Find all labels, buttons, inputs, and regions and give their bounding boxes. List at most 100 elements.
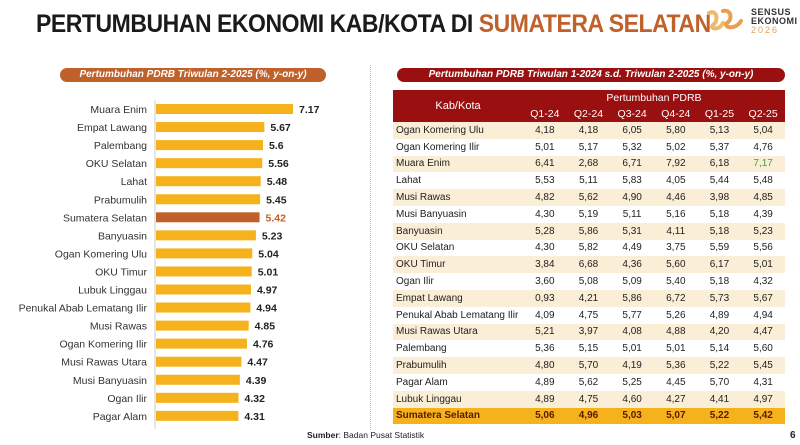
table-total-row: Sumatera Selatan 5,06 4,96 5,03 5,07 5,22 5,42 [393, 407, 785, 425]
data-label: 4.31 [244, 411, 265, 423]
bar [156, 338, 247, 349]
cell-region: Pagar Alam [396, 376, 448, 388]
cell-value: 4,75 [578, 309, 599, 321]
cell-value: 5,80 [653, 122, 698, 139]
cell-region: OKU Timur [393, 256, 523, 274]
logo-mark-icon [707, 8, 743, 31]
data-label: 4.32 [245, 393, 266, 405]
col-header: Q2-25 [741, 106, 785, 122]
cell-value: 4,39 [753, 208, 773, 220]
table-row: Pagar Alam 4,89 5,62 5,25 4,45 5,70 4,31 [393, 374, 785, 391]
cell-value: 5,01 [741, 256, 785, 274]
cell-value: 3,97 [566, 323, 611, 341]
page-title: PERTUMBUHAN EKONOMI KAB/KOTA DI SUMATERA… [36, 10, 711, 39]
cell-value: 5,83 [622, 175, 642, 187]
group-header: Pertumbuhan PDRB [523, 90, 785, 106]
cell-value: 5,11 [622, 208, 642, 220]
cell-value: 5,60 [653, 256, 698, 274]
category-label: Muara Enim [90, 104, 147, 116]
bar [156, 176, 261, 187]
data-label: 5.48 [267, 176, 288, 188]
category-label: OKU Timur [95, 266, 147, 278]
cell-value: 7,92 [653, 155, 698, 173]
data-label: 4.94 [256, 303, 277, 315]
col-header: Q1-24 [523, 106, 567, 122]
cell-value: 6,72 [653, 289, 698, 307]
table-row: OKU Selatan 4,30 5,82 4,49 3,75 5,59 5,56 [393, 240, 785, 257]
cell-region: Musi Rawas [393, 189, 523, 206]
table-row: Musi Rawas 4,82 5,62 4,90 4,46 3,98 4,85 [393, 189, 785, 206]
data-label: 5.67 [270, 122, 291, 134]
bar [156, 104, 293, 114]
cell-region: Palembang [396, 343, 447, 355]
total-value: 5,42 [741, 407, 785, 425]
cell-value: 3,84 [523, 256, 567, 274]
cell-value: 5,18 [709, 276, 730, 288]
data-label: 5.23 [262, 230, 283, 242]
cell-value: 5,48 [753, 175, 773, 187]
cell-region: OKU Selatan [396, 242, 455, 254]
bar [156, 266, 252, 277]
cell-value: 4,31 [753, 376, 773, 388]
cell-value: 5,45 [741, 357, 785, 374]
cell-value: 4,49 [622, 242, 642, 254]
cell-value: 5,28 [523, 222, 567, 240]
table-row: Ogan Komering Ulu 4,18 4,18 6,05 5,80 5,13 5,0… [393, 122, 785, 139]
category-label: Sumatera Selatan [63, 212, 147, 224]
col-header-kabkota: Kab/Kota [393, 90, 523, 122]
cell-value: 4,45 [666, 376, 686, 388]
cell-value: 5,09 [622, 276, 642, 288]
chart-title: Pertumbuhan PDRB Triwulan 2-2025 (%, y-o… [60, 68, 326, 82]
cell-value: 5,36 [535, 343, 555, 355]
cell-value: 5,11 [579, 175, 598, 187]
cell-value: 4,75 [566, 390, 611, 408]
table-row: Empat Lawang 0,93 4,21 5,86 6,72 5,73 5,67 [393, 289, 785, 307]
cell-value: 5,01 [666, 343, 686, 355]
cell-region: Lubuk Linggau [393, 390, 523, 408]
cell-value: 0,93 [523, 289, 567, 307]
source-label: Sumber [307, 430, 339, 440]
cell-region: Muara Enim [393, 155, 523, 173]
data-label: 4.47 [247, 357, 268, 369]
cell-value: 4,21 [566, 289, 611, 307]
total-value: 4,96 [566, 407, 611, 425]
source-text: : Badan Pusat Statistik [338, 430, 425, 440]
total-label: Sumatera Selatan [393, 407, 523, 425]
table-row: Musi Banyuasin 4,30 5,19 5,11 5,16 5,18 4,39 [393, 206, 785, 223]
category-label: Pagar Alam [93, 411, 148, 423]
divider [370, 65, 371, 430]
col-header: Q1-25 [697, 106, 742, 122]
cell-value: 5,01 [622, 343, 642, 355]
cell-value: 4,18 [566, 122, 611, 139]
col-header: Q2-24 [566, 106, 611, 122]
cell-value: 5,86 [610, 289, 654, 307]
cell-value: 4,60 [610, 390, 654, 408]
cell-value: 5,32 [622, 141, 642, 153]
cell-value: 4,41 [697, 390, 742, 408]
cell-value: 5,22 [697, 357, 742, 374]
cell-value: 5,70 [709, 376, 730, 388]
table-row: Musi Rawas Utara 5,21 3,97 4,08 4,88 4,20 4,47 [393, 323, 785, 341]
cell-value: 6,05 [610, 122, 654, 139]
table-row: Palembang 5,36 5,15 5,01 5,01 5,14 5,60 [393, 340, 785, 357]
cell-value: 5,25 [622, 376, 642, 388]
category-label: Ogan Komering Ilir [59, 339, 147, 351]
cell-value: 4,32 [753, 276, 773, 288]
cell-value: 5,13 [697, 122, 742, 139]
category-label: Lahat [121, 176, 147, 188]
cell-value: 4,76 [753, 141, 773, 153]
cell-value: 4,36 [610, 256, 654, 274]
cell-region: Banyuasin [393, 222, 523, 240]
cell-region: Musi Rawas Utara [393, 323, 523, 341]
cell-value: 5,60 [753, 343, 773, 355]
cell-value: 5,86 [566, 222, 611, 240]
title-highlight: SUMATERA SELATAN [478, 10, 711, 38]
cell-value: 4,08 [610, 323, 654, 341]
bar [156, 374, 240, 385]
cell-value: 7,17 [741, 155, 785, 173]
data-label: 5.04 [258, 248, 279, 260]
table-row: OKU Timur 3,84 6,68 4,36 5,60 6,17 5,01 [393, 256, 785, 274]
title-main: PERTUMBUHAN EKONOMI KAB/KOTA DI [36, 10, 479, 38]
cell-value: 6,71 [610, 155, 654, 173]
cell-value: 4,89 [709, 309, 730, 321]
